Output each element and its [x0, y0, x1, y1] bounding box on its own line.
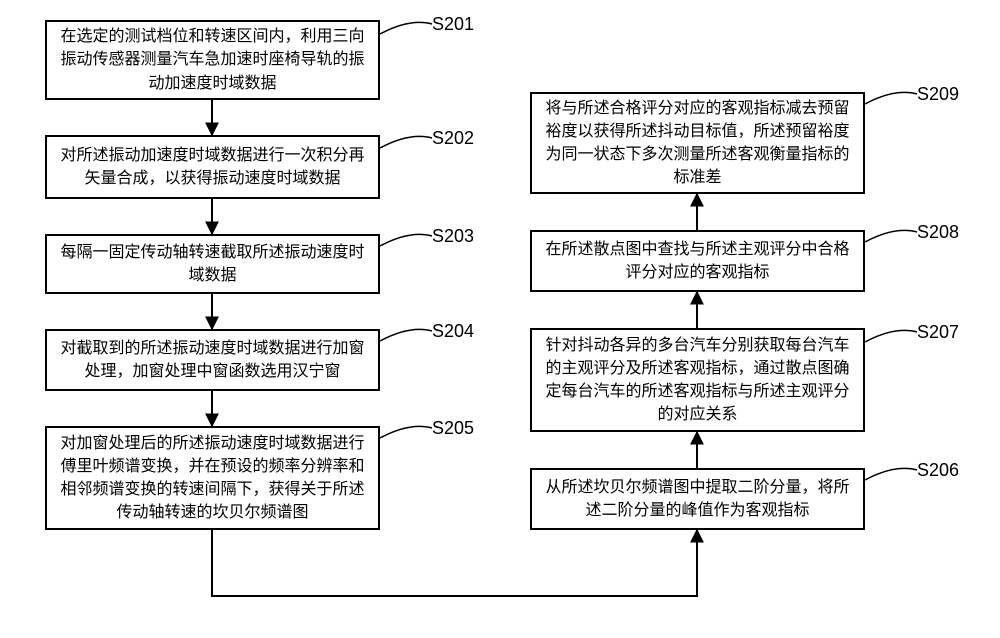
node-s205: 对加窗处理后的所述振动速度时域数据进行傅里叶频谱变换，并在预设的频率分辨率和相邻… — [45, 426, 380, 530]
node-text: 在所述散点图中查找与所述主观评分中合格评分对应的客观指标 — [542, 238, 853, 284]
node-s209: 将与所述合格评分对应的客观指标减去预留裕度以获得所述抖动目标值，所述预留裕度为同… — [530, 92, 865, 194]
label-s202: S202 — [432, 128, 474, 149]
node-s201: 在选定的测试档位和转速区间内，利用三向振动传感器测量汽车急加速时座椅导轨的振动加… — [45, 20, 380, 100]
node-s207: 针对抖动各异的多台汽车分别获取每台汽车的主观评分及所述客观指标，通过散点图确定每… — [530, 328, 865, 432]
flowchart-canvas: 在选定的测试档位和转速区间内，利用三向振动传感器测量汽车急加速时座椅导轨的振动加… — [0, 0, 1000, 638]
label-text: S201 — [432, 14, 474, 34]
node-text: 在选定的测试档位和转速区间内，利用三向振动传感器测量汽车急加速时座椅导轨的振动加… — [57, 25, 368, 95]
label-text: S203 — [432, 226, 474, 246]
node-text: 对所述振动加速度时域数据进行一次积分再矢量合成，以获得振动速度时域数据 — [57, 144, 368, 190]
node-text: 从所述坎贝尔频谱图中提取二阶分量，将所述二阶分量的峰值作为客观指标 — [542, 476, 853, 522]
node-s202: 对所述振动加速度时域数据进行一次积分再矢量合成，以获得振动速度时域数据 — [45, 135, 380, 199]
label-text: S208 — [917, 222, 959, 242]
node-s206: 从所述坎贝尔频谱图中提取二阶分量，将所述二阶分量的峰值作为客观指标 — [530, 468, 865, 530]
label-text: S205 — [432, 418, 474, 438]
label-text: S207 — [917, 322, 959, 342]
label-s208: S208 — [917, 222, 959, 243]
label-s207: S207 — [917, 322, 959, 343]
node-text: 将与所述合格评分对应的客观指标减去预留裕度以获得所述抖动目标值，所述预留裕度为同… — [542, 97, 853, 190]
label-s201: S201 — [432, 14, 474, 35]
node-text: 对截取到的所述振动速度时域数据进行加窗处理，加窗处理中窗函数选用汉宁窗 — [57, 337, 368, 383]
label-s204: S204 — [432, 321, 474, 342]
label-text: S206 — [917, 460, 959, 480]
label-text: S209 — [917, 84, 959, 104]
node-s208: 在所述散点图中查找与所述主观评分中合格评分对应的客观指标 — [530, 230, 865, 292]
node-text: 每隔一固定传动轴转速截取所述振动速度时域数据 — [57, 241, 368, 287]
node-text: 对加窗处理后的所述振动速度时域数据进行傅里叶频谱变换，并在预设的频率分辨率和相邻… — [57, 432, 368, 525]
label-s203: S203 — [432, 226, 474, 247]
node-s204: 对截取到的所述振动速度时域数据进行加窗处理，加窗处理中窗函数选用汉宁窗 — [45, 329, 380, 391]
label-s209: S209 — [917, 84, 959, 105]
label-text: S204 — [432, 321, 474, 341]
label-s206: S206 — [917, 460, 959, 481]
node-text: 针对抖动各异的多台汽车分别获取每台汽车的主观评分及所述客观指标，通过散点图确定每… — [542, 334, 853, 427]
label-s205: S205 — [432, 418, 474, 439]
label-text: S202 — [432, 128, 474, 148]
node-s203: 每隔一固定传动轴转速截取所述振动速度时域数据 — [45, 234, 380, 294]
